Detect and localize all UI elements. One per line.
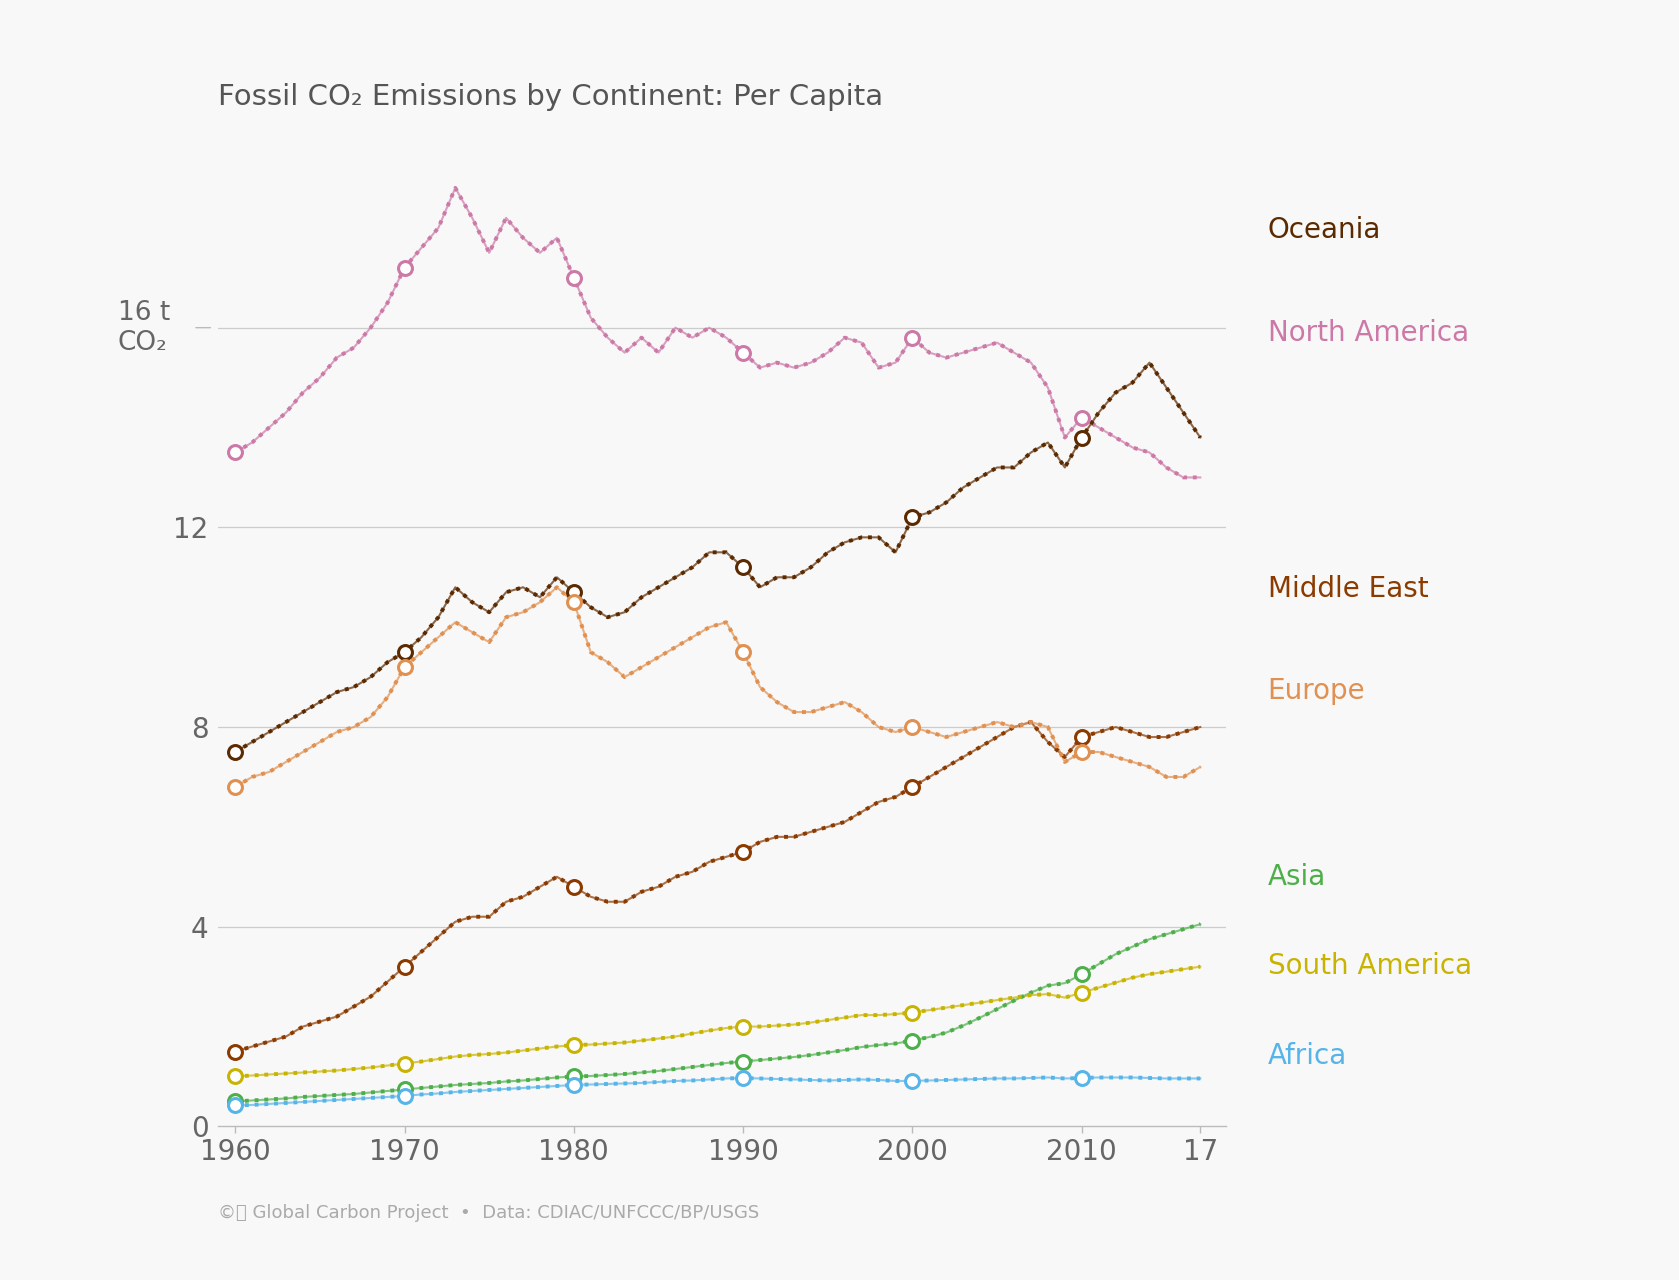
- Text: Oceania: Oceania: [1268, 216, 1382, 244]
- Text: Asia: Asia: [1268, 863, 1326, 891]
- Text: Africa: Africa: [1268, 1042, 1347, 1070]
- Text: ©ⓘ Global Carbon Project  •  Data: CDIAC/UNFCCC/BP/USGS: ©ⓘ Global Carbon Project • Data: CDIAC/U…: [218, 1204, 759, 1222]
- Text: 16 t
CO₂: 16 t CO₂: [118, 300, 170, 356]
- Text: Middle East: Middle East: [1268, 575, 1429, 603]
- Text: North America: North America: [1268, 319, 1469, 347]
- Text: Europe: Europe: [1268, 677, 1365, 705]
- Text: South America: South America: [1268, 952, 1472, 980]
- Text: Fossil CO₂ Emissions by Continent: Per Capita: Fossil CO₂ Emissions by Continent: Per C…: [218, 83, 883, 111]
